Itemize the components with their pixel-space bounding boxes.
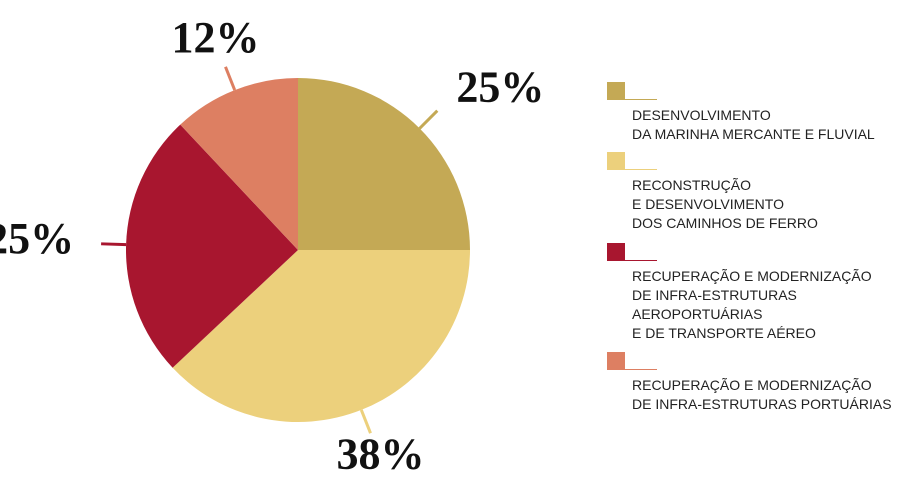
leader-line [359, 409, 372, 434]
data-label: 38% [336, 429, 424, 478]
pie-slice [125, 124, 298, 368]
leader-line [224, 66, 237, 91]
leader-line [101, 242, 127, 247]
data-label: 25% [0, 214, 74, 263]
legend-swatch [607, 243, 625, 261]
legend-label: RECUPERAÇÃO E MODERNIZAÇÃO DE INFRA-ESTR… [632, 377, 892, 412]
data-label: 25% [456, 63, 544, 112]
leader-line [418, 109, 439, 130]
pie-slice [180, 78, 298, 250]
legend-label: DESENVOLVIMENTO DA MARINHA MERCANTE E FL… [632, 107, 875, 142]
legend-swatch [607, 352, 625, 370]
legend-swatch [607, 82, 625, 100]
pie-slice [298, 78, 470, 250]
data-label: 12% [172, 13, 260, 62]
legend-label: RECONSTRUÇÃO E DESENVOLVIMENTO DOS CAMIN… [632, 177, 818, 231]
pie-slice [172, 250, 470, 422]
legend-swatch [607, 152, 625, 170]
legend-label: RECUPERAÇÃO E MODERNIZAÇÃO DE INFRA-ESTR… [632, 268, 872, 341]
